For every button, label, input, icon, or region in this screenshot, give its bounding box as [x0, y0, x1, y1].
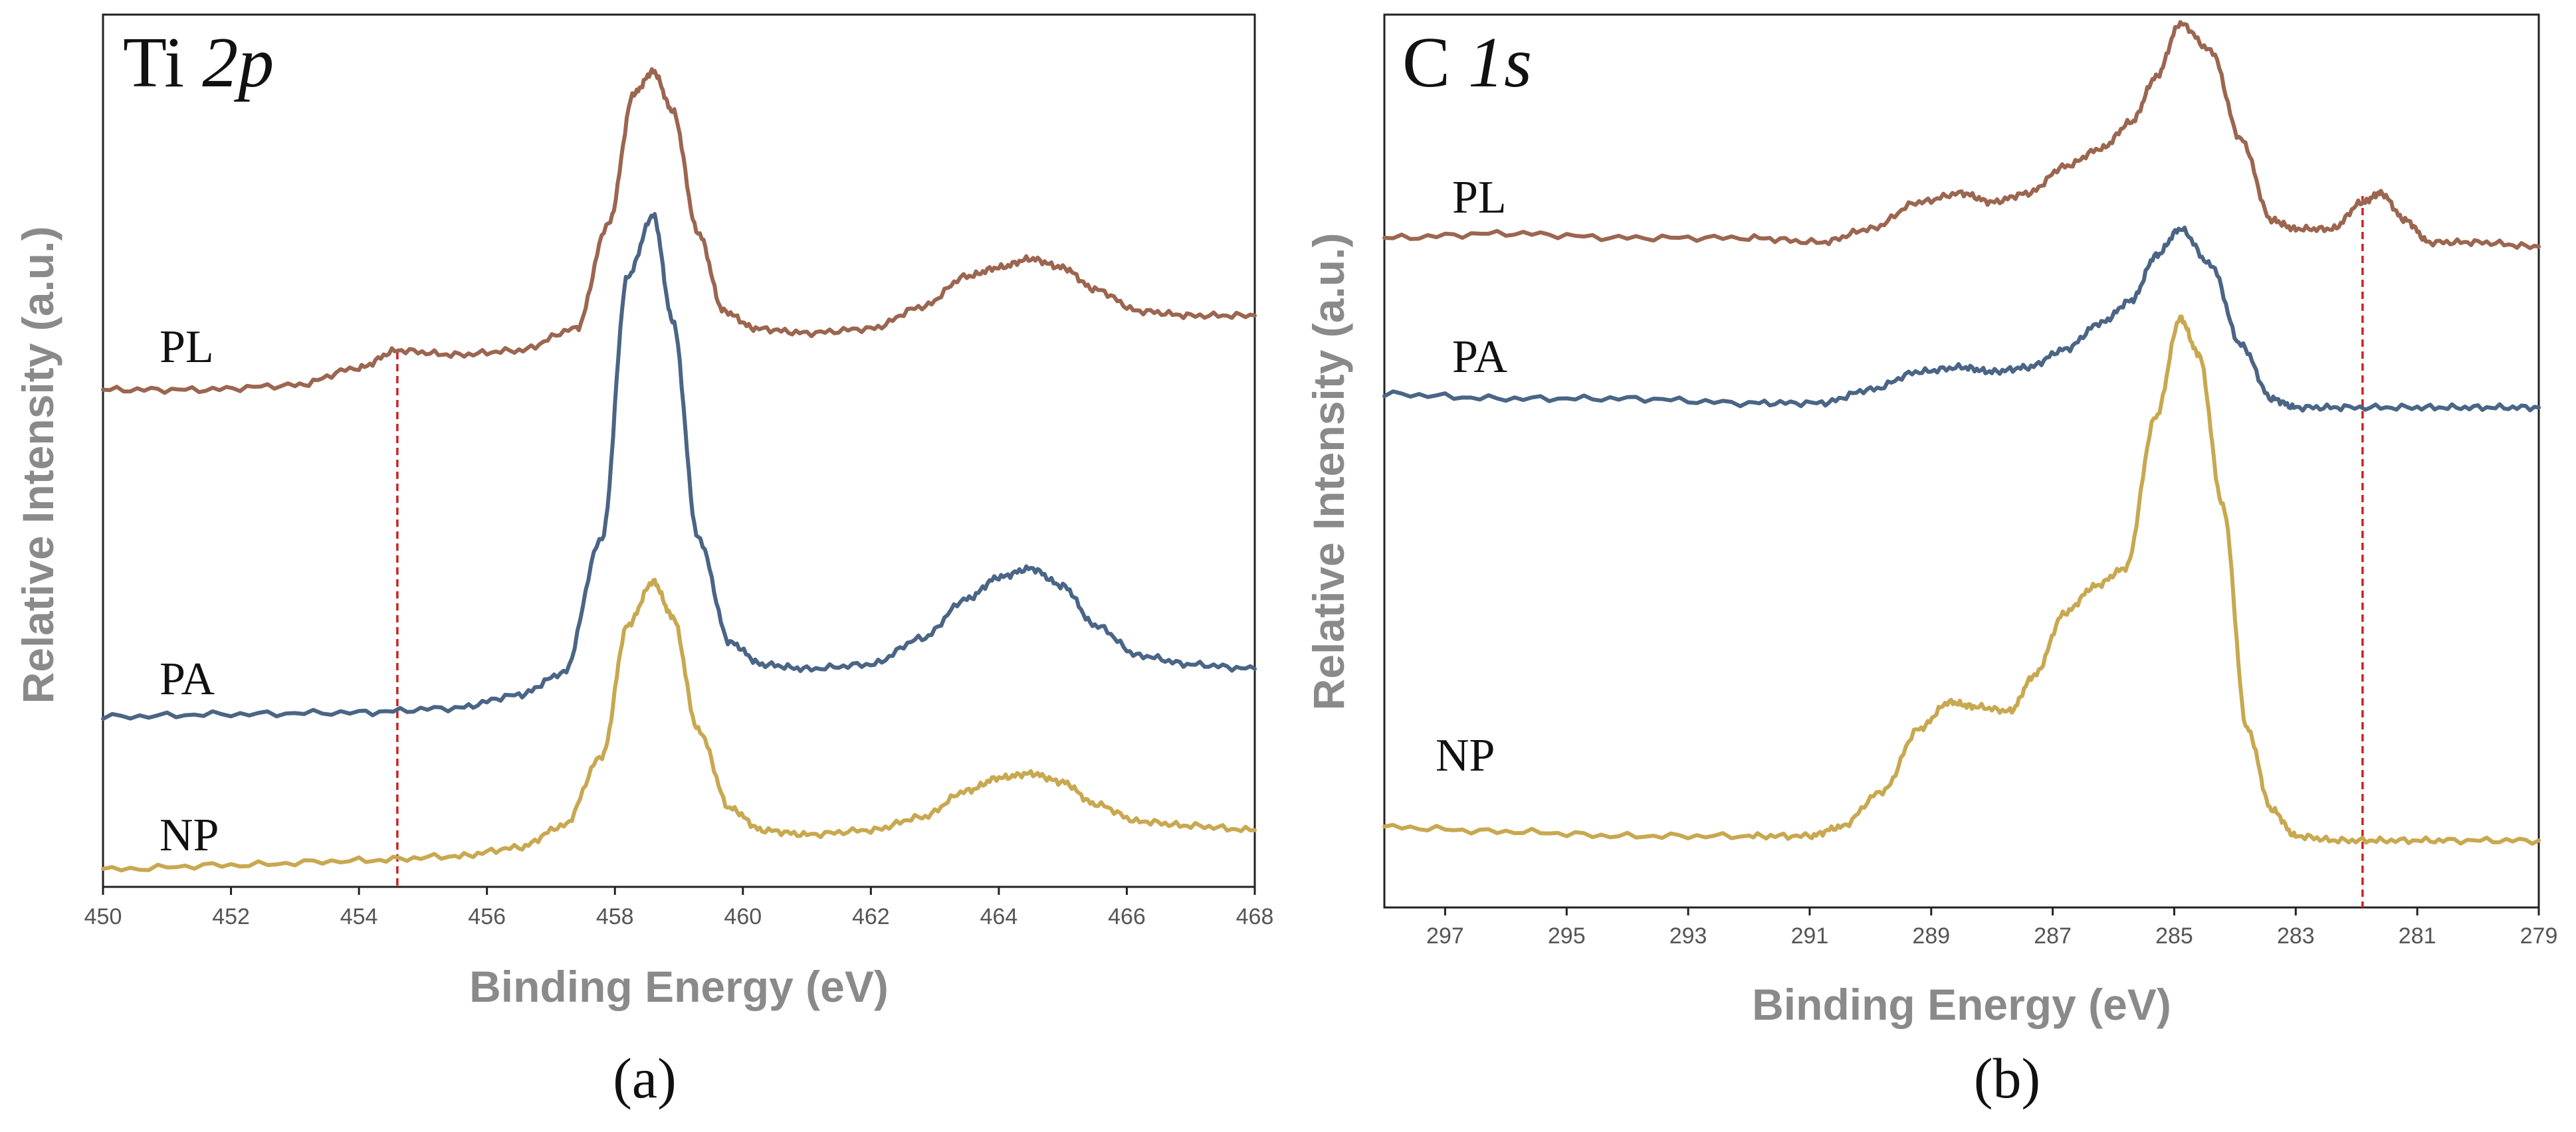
series-label-pa: PA — [1452, 331, 1508, 383]
x-tick-label: 293 — [1669, 923, 1707, 949]
x-tick-label: 450 — [84, 904, 122, 929]
x-tick-label: 291 — [1791, 923, 1829, 949]
series-line-pl — [1382, 20, 2541, 250]
panel-title-element: Ti — [123, 23, 202, 102]
plot-frame — [1383, 13, 2540, 909]
series-label-pa: PA — [160, 654, 215, 705]
panel-title: C 1s — [1402, 23, 1532, 102]
x-tick-label: 285 — [2155, 923, 2193, 949]
x-axis-title: Binding Energy (eV) — [1752, 980, 2171, 1029]
panel-caption: (a) — [613, 1046, 676, 1110]
series-label-pl: PL — [160, 322, 214, 373]
panel-b-c-1s: 297 295 293 291 289 287 285 283 281 279 Binding En… — [1304, 13, 2558, 1110]
x-tick-label: 458 — [596, 904, 634, 929]
x-tick-label: 289 — [1912, 923, 1950, 949]
x-tick-label: 460 — [724, 904, 762, 929]
panel-title-element: C — [1402, 23, 1468, 102]
x-tick-label: 287 — [2034, 923, 2072, 949]
x-tick-label: 464 — [980, 904, 1018, 929]
x-tick-label: 456 — [468, 904, 506, 929]
x-tick-label: 279 — [2520, 923, 2558, 949]
x-tick-label: 283 — [2277, 923, 2315, 949]
series-line-np — [101, 577, 1257, 873]
x-tick-label: 454 — [340, 904, 378, 929]
panel-a-ti-2p: 450 452 454 456 458 460 462 464 466 468 Binding En… — [13, 13, 1274, 1110]
x-tick-label: 452 — [212, 904, 250, 929]
x-tick-label: 468 — [1236, 904, 1274, 929]
x-tick-label: 295 — [1548, 923, 1586, 949]
plot-frame — [102, 13, 1256, 888]
panel-caption: (b) — [1974, 1046, 2040, 1110]
series-label-pl: PL — [1452, 172, 1507, 223]
series-line-pa — [101, 212, 1257, 721]
x-tick-label: 466 — [1108, 904, 1146, 929]
x-tick-label: 462 — [852, 904, 890, 929]
panel-title: Ti 2p — [123, 23, 274, 102]
series-line-np — [1382, 314, 2541, 846]
y-axis-title: Relative Intensity (a.u.) — [1304, 233, 1353, 711]
series-line-pa — [1382, 225, 2541, 413]
x-axis-title: Binding Energy (eV) — [469, 962, 889, 1011]
panel-title-orbital: 1s — [1468, 23, 1532, 102]
x-tick-label: 297 — [1426, 923, 1464, 949]
panel-title-orbital: 2p — [202, 23, 274, 102]
x-tick-label: 281 — [2399, 923, 2436, 949]
y-axis-title: Relative Intensity (a.u.) — [13, 227, 62, 704]
series-label-np: NP — [1436, 730, 1495, 781]
series-line-pl — [101, 67, 1257, 395]
series-label-np: NP — [160, 810, 219, 861]
